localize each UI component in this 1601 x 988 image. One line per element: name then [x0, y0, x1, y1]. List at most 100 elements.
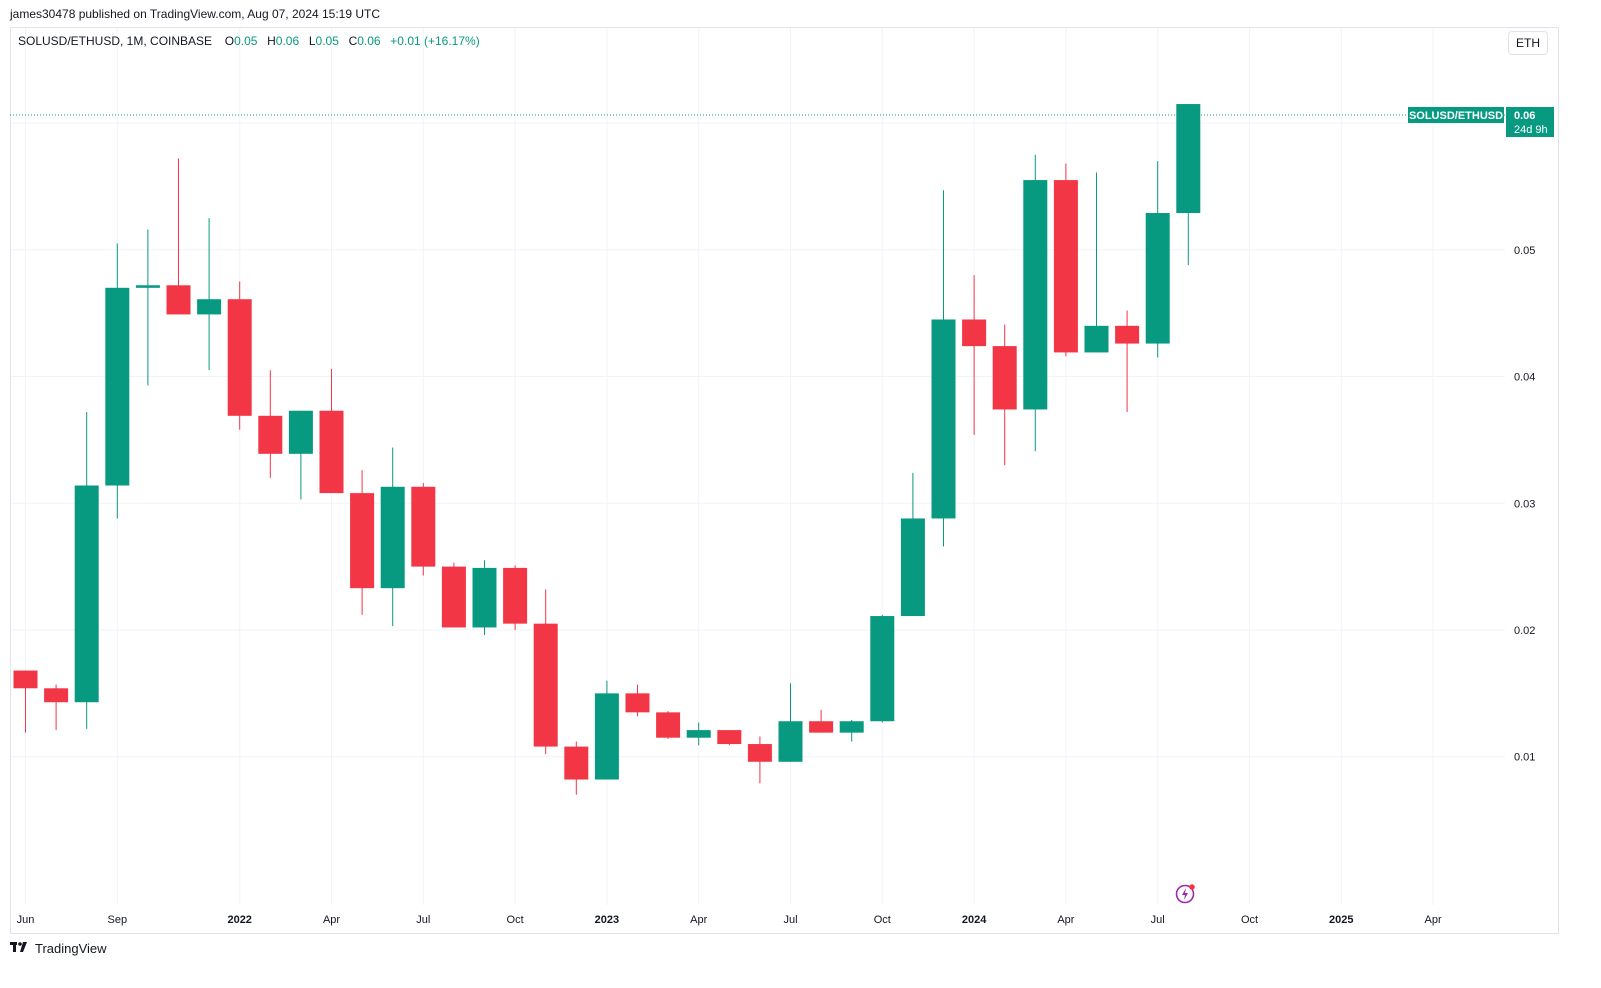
candle-body — [472, 567, 497, 628]
candle-body — [1053, 180, 1078, 353]
candle-body — [900, 518, 925, 617]
candle-down — [44, 684, 69, 731]
candle-up — [686, 722, 711, 746]
candle-body — [839, 721, 864, 733]
candle-down — [625, 684, 650, 717]
candle-body — [564, 746, 589, 780]
candle-body — [105, 287, 130, 486]
candle-body — [1176, 104, 1201, 214]
candle-body — [962, 319, 987, 347]
candle-body — [411, 486, 436, 567]
candle-body — [503, 567, 528, 624]
candle-body — [227, 299, 252, 416]
flash-icon[interactable] — [1175, 883, 1195, 904]
candle-down — [656, 711, 681, 739]
y-tick-label: 0.01 — [1514, 752, 1535, 764]
candle-up — [1023, 154, 1048, 452]
y-tick-label: 0.03 — [1514, 498, 1535, 510]
currency-button[interactable]: ETH — [1508, 31, 1548, 55]
candle-up — [900, 472, 925, 617]
price-tag-symbol: SOLUSD/ETHUSD — [1409, 110, 1503, 122]
candle-body — [135, 285, 160, 288]
candle-up — [472, 560, 497, 636]
x-tick-label: Apr — [690, 914, 707, 926]
candle-body — [656, 712, 681, 738]
x-tick-label: Apr — [323, 914, 340, 926]
x-tick-label: Apr — [1057, 914, 1074, 926]
candle-up — [197, 218, 222, 371]
candle-body — [533, 623, 558, 747]
candle-body — [778, 721, 803, 762]
candle-down — [503, 565, 528, 630]
candle-down — [717, 730, 742, 746]
candle-down — [319, 368, 344, 494]
candle-body — [1084, 325, 1109, 353]
symbol-legend[interactable]: SOLUSD/ETHUSD, 1M, COINBASE O0.05 H0.06 … — [18, 34, 480, 48]
candle-up — [1084, 172, 1109, 353]
legend-close: 0.06 — [357, 34, 381, 48]
x-tick-label: Oct — [874, 914, 891, 926]
footer-brand[interactable]: TradingView — [35, 941, 107, 956]
candle-body — [717, 730, 742, 745]
legend-change: +0.01 (+16.17%) — [390, 34, 480, 48]
candle-down — [1115, 310, 1140, 413]
candle-body — [931, 319, 956, 519]
x-tick-label: Oct — [1241, 914, 1258, 926]
legend-high: 0.06 — [275, 34, 300, 48]
x-tick-label: Jun — [17, 914, 35, 926]
y-tick-label: 0.04 — [1514, 372, 1535, 384]
candle-down — [166, 158, 191, 315]
x-tick-label: 2024 — [962, 914, 987, 926]
legend-symbol[interactable]: SOLUSD/ETHUSD, 1M, COINBASE — [18, 34, 213, 48]
legend-open-label: O — [224, 34, 235, 48]
candle-down — [564, 741, 589, 795]
candle-body — [686, 730, 711, 738]
x-tick-label: Apr — [1425, 914, 1442, 926]
candle-body — [74, 485, 99, 703]
candle-down — [809, 709, 834, 733]
candle-up — [1145, 161, 1170, 358]
y-tick-label: 0.05 — [1514, 245, 1535, 257]
legend-high-label: H — [267, 34, 276, 48]
x-tick-label: Jul — [783, 914, 797, 926]
x-tick-label: Oct — [507, 914, 524, 926]
candle-body — [870, 616, 895, 722]
chart-frame — [10, 27, 1559, 934]
chart-grid — [11, 28, 1505, 905]
candle-up — [288, 410, 313, 500]
candle-up — [74, 412, 99, 729]
candle-body — [594, 693, 619, 780]
candle-body — [197, 299, 222, 315]
legend-close-label: C — [348, 34, 358, 48]
candle-up — [380, 447, 405, 627]
candle-body — [258, 415, 283, 454]
time-axis: Jun Sep 2022 Apr Jul Oct 2023 Apr Jul Oct 2024 Apr J… — [17, 914, 1442, 926]
candle-up — [931, 190, 956, 547]
legend-low: 0.05 — [315, 34, 339, 48]
candle-body — [288, 410, 313, 454]
x-tick-label: 2022 — [227, 914, 251, 926]
x-tick-label: 2023 — [595, 914, 619, 926]
candle-down — [350, 470, 375, 615]
candle-up — [105, 243, 130, 519]
candle-down — [962, 275, 987, 435]
candle-up — [594, 680, 619, 780]
candle-body — [441, 566, 466, 628]
x-tick-label: 2025 — [1329, 914, 1353, 926]
price-tag-value: 0.06 — [1514, 110, 1535, 122]
legend-open: 0.05 — [234, 34, 258, 48]
candles-layer — [13, 104, 1201, 795]
tradingview-logo-icon[interactable] — [10, 941, 30, 956]
candle-up — [870, 614, 895, 723]
candle-body — [44, 688, 69, 703]
candle-down — [747, 736, 772, 784]
candle-down — [258, 370, 283, 478]
last-price-tag: SOLUSD/ETHUSD 0.06 24d 9h — [1408, 107, 1554, 137]
candle-down — [533, 589, 558, 755]
candle-body — [13, 670, 38, 689]
price-tag-countdown: 24d 9h — [1514, 124, 1548, 136]
candle-body — [747, 744, 772, 762]
candle-body — [1115, 325, 1140, 344]
footer: TradingView — [10, 941, 107, 956]
